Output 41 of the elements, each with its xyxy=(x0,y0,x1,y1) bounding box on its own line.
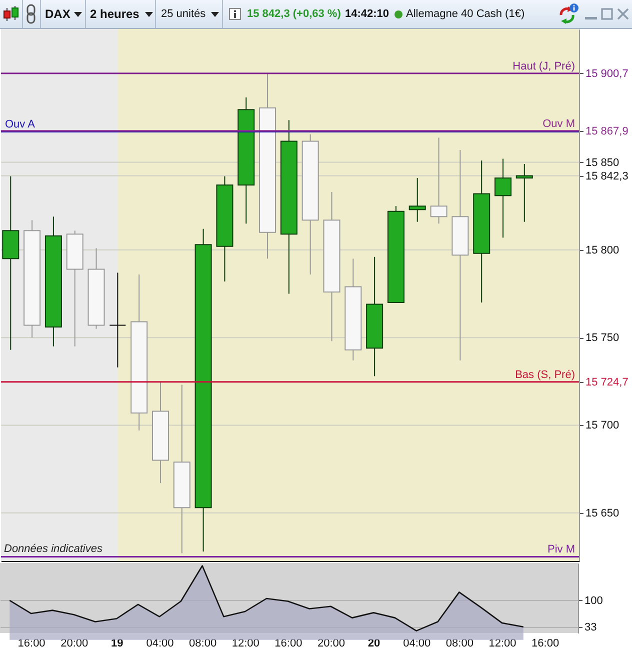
y-tick-label: 15 842,3 xyxy=(586,170,628,182)
x-tick-label: 20:00 xyxy=(317,638,346,650)
y-tick-label: 15 650 xyxy=(586,507,620,520)
text: Allemagne 40 Cash (1€) xyxy=(406,7,525,21)
x-tick-label: 20 xyxy=(368,638,380,650)
ref-line-label: Haut (J, Pré) xyxy=(512,60,575,72)
y-tick-label: 100 xyxy=(584,594,603,607)
x-tick-label: 16:00 xyxy=(18,638,46,650)
y-tick-label: 15 850 xyxy=(586,156,620,169)
ref-line-label: Ouv A xyxy=(5,118,36,131)
y-tick-label: 15 867,9 xyxy=(586,125,628,138)
text: 14:42:10 xyxy=(345,7,390,21)
x-tick-label: 20:00 xyxy=(60,638,88,650)
text: DAX xyxy=(45,7,70,21)
y-tick-label: 15 750 xyxy=(586,332,620,344)
text: 2 heures xyxy=(90,7,140,21)
y-tick-label: 33 xyxy=(584,621,597,634)
annotation: Données indicatives xyxy=(4,543,103,555)
candlestick xyxy=(430,137,448,224)
y-tick-label: 15 700 xyxy=(586,420,620,432)
x-tick-label: 04:00 xyxy=(403,638,431,650)
y-tick-label: 15 900,7 xyxy=(586,68,628,80)
candlestick xyxy=(109,272,126,368)
y-tick-label: 15 800 xyxy=(586,244,620,256)
text: 25 unités xyxy=(161,7,206,21)
x-tick-label: 12:00 xyxy=(232,638,260,650)
x-tick-label: 16:00 xyxy=(532,638,560,650)
x-tick-label: 19 xyxy=(111,638,124,650)
y-tick-label: 15 724,7 xyxy=(586,376,628,388)
x-tick-label: 12:00 xyxy=(488,638,516,650)
ref-line-label: Bas (S, Pré) xyxy=(515,368,575,381)
candlestick xyxy=(494,158,512,238)
candlestick xyxy=(408,178,426,222)
x-tick-label: 08:00 xyxy=(446,638,474,650)
ref-line-label: Ouv M xyxy=(542,118,575,130)
text: 15 842,3 (+0,63 %) xyxy=(247,7,341,21)
x-tick-label: 08:00 xyxy=(189,638,217,650)
candlestick xyxy=(516,164,533,222)
x-tick-label: 04:00 xyxy=(146,638,174,650)
ref-line-label: Piv M xyxy=(548,544,575,556)
x-tick-label: 16:00 xyxy=(274,638,302,650)
